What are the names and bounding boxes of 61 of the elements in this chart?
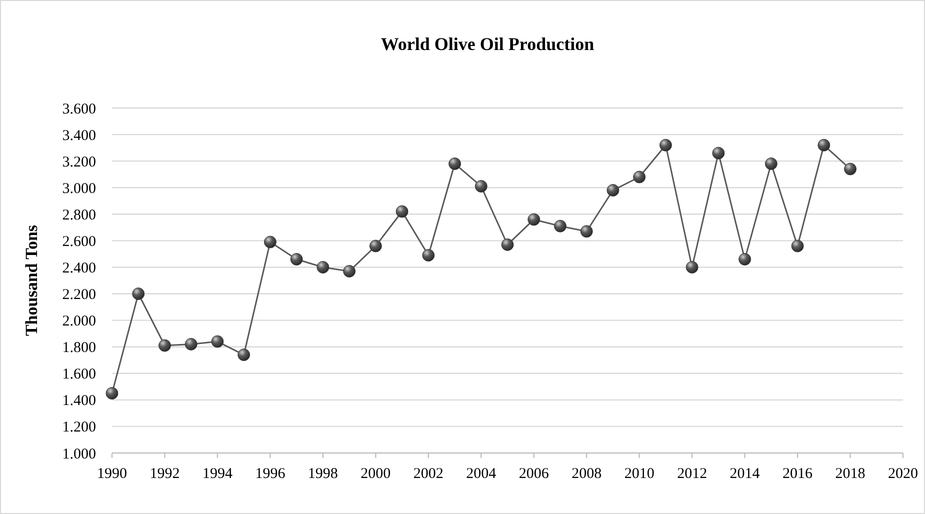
x-tick-label: 1998	[308, 466, 338, 482]
y-tick-label: 3.400	[62, 128, 96, 144]
x-tick-label: 2000	[360, 466, 391, 482]
y-tick-label: 2.800	[62, 207, 96, 224]
x-tick-label: 2016	[782, 466, 814, 482]
point	[818, 138, 830, 152]
point	[158, 339, 171, 352]
point	[712, 146, 725, 160]
point	[238, 348, 250, 362]
x-tick-label: 1994	[202, 466, 233, 482]
y-axis-title: Thousand Tons	[22, 224, 41, 336]
point	[343, 264, 356, 278]
y-tick-label: 1.000	[62, 446, 96, 462]
point	[580, 225, 593, 238]
point	[501, 238, 514, 251]
chart-title: World Olive Oil Production	[380, 34, 594, 54]
x-tick-label: 2020	[888, 466, 918, 482]
y-tick-label: 1.400	[62, 393, 96, 410]
point	[659, 138, 672, 152]
point	[290, 253, 303, 266]
point	[791, 240, 804, 252]
point	[396, 205, 408, 218]
y-tick-label: 3.200	[62, 154, 96, 170]
x-tick-label: 2002	[413, 466, 444, 482]
point	[211, 335, 224, 348]
y-tick-label: 1.200	[62, 420, 96, 436]
x-tick-label: 2008	[572, 466, 602, 482]
point	[448, 157, 462, 170]
y-tick-label: 2.600	[62, 234, 96, 250]
x-tick-label: 1996	[255, 466, 286, 482]
point	[369, 240, 382, 252]
point	[686, 260, 698, 274]
point	[132, 288, 145, 300]
point	[264, 236, 276, 248]
point	[106, 387, 118, 400]
point	[474, 180, 488, 193]
x-tick-label: 2012	[677, 466, 708, 482]
x-tick-label: 2010	[624, 466, 654, 482]
y-tick-label: 1.600	[62, 366, 96, 383]
x-tick-label: 1992	[150, 466, 180, 482]
y-tick-label: 3.000	[62, 180, 96, 197]
point	[633, 170, 646, 184]
point	[606, 184, 620, 197]
y-tick-label: 3.600	[62, 101, 96, 118]
y-tick-label: 2.200	[62, 287, 96, 304]
point	[738, 253, 752, 266]
y-tick-label: 1.800	[62, 340, 96, 356]
x-tick-label: 2006	[518, 466, 550, 482]
y-tick-label: 2.000	[62, 314, 96, 330]
point	[554, 220, 566, 232]
x-tick-label: 2018	[835, 466, 866, 482]
point	[316, 260, 330, 274]
point	[844, 162, 857, 176]
point	[422, 249, 435, 262]
point	[528, 213, 540, 226]
x-tick-label: 1990	[97, 466, 127, 482]
x-tick-label: 2004	[466, 466, 497, 482]
x-tick-label: 2014	[730, 466, 760, 482]
point	[764, 157, 778, 170]
y-tick-label: 2.400	[62, 260, 96, 276]
point	[184, 338, 198, 350]
